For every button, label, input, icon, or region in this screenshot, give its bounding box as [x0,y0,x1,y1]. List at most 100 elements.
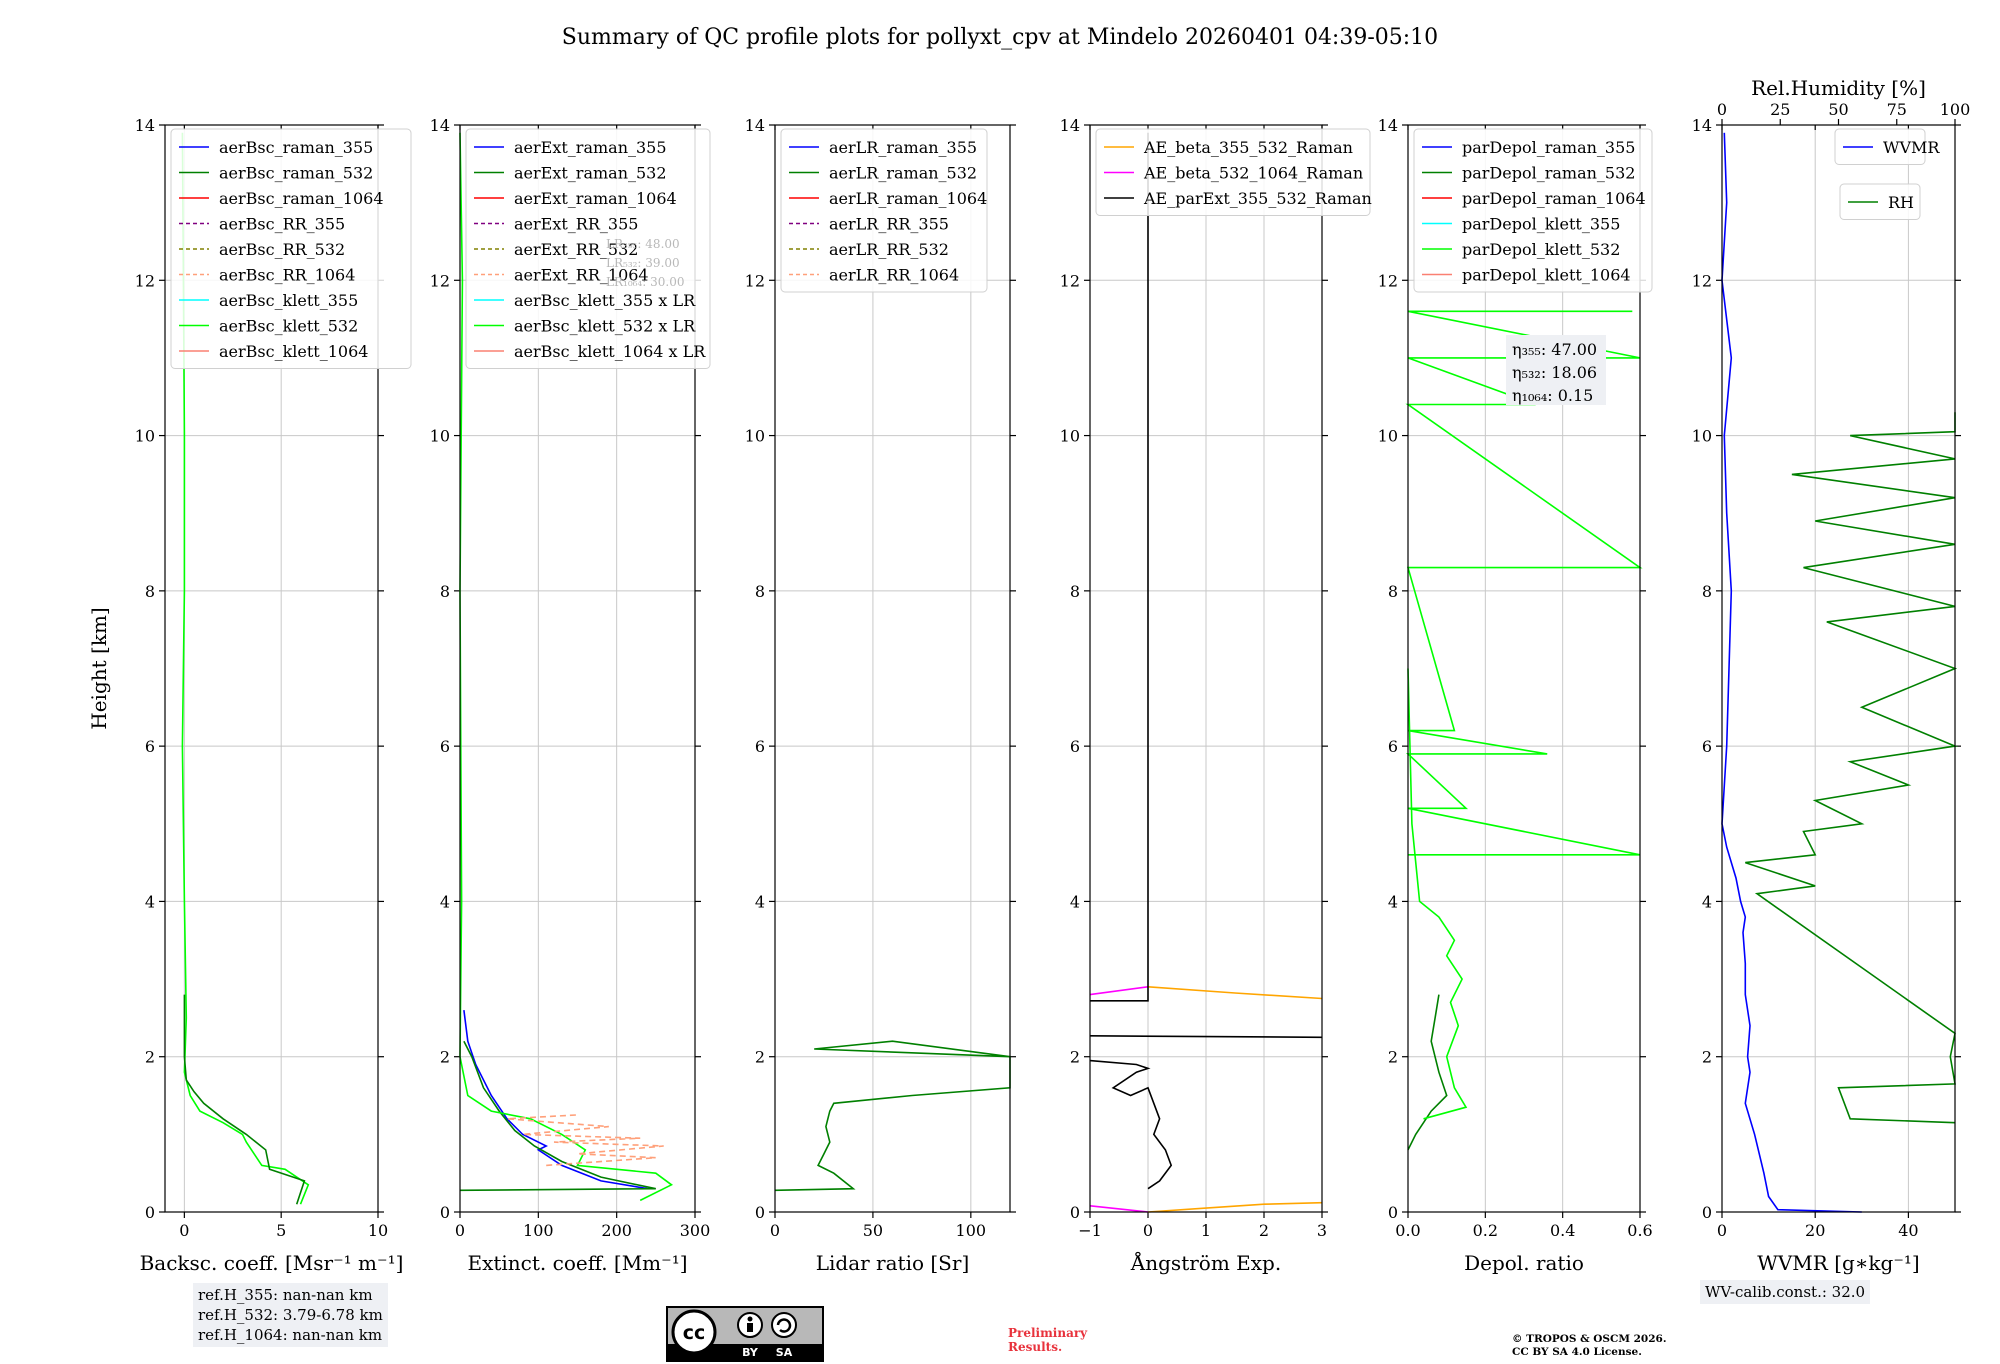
panel-bsc: 0 5 10 0 2 4 6 8 10 12 14 Backsc. coeff. [Msr⁻¹ m⁻¹… [87,116,412,1275]
legend-label: aerExt_raman_1064 [514,189,677,208]
legend-frame [465,128,711,369]
y-tick-label: 8 [145,582,155,601]
y-tick-label: 12 [1060,271,1080,290]
y-axis-title: Height [km] [87,607,111,729]
series-line-parDepol_klett_532 [1407,668,1468,1120]
y-tick-label: 0 [145,1203,155,1222]
series-line-RH [1745,412,1958,1124]
series-line-parDepol_raman_532 [1407,994,1448,1151]
series-line-AE_beta_532_1064_Raman [1089,1205,1149,1213]
series-line-aerLR_raman_532 [774,1040,1011,1192]
y-tick-label: 10 [430,427,450,446]
legend-bsc: aerBsc_raman_355 aerBsc_raman_532 aerBsc_r… [170,128,412,369]
wv-calib-box: WV-calib.const.: 32.0 [1700,1280,1871,1304]
series-group-wv [1721,132,1958,1213]
panel-lr: 0 50 100 0 2 4 6 8 10 12 14 Lidar ratio [Sr] aerLR_r… [745,116,1016,1275]
legend-lr: aerLR_raman_355 aerLR_raman_532 aerLR_rama… [780,128,988,293]
y-tick-label: 0 [440,1203,450,1222]
legend-label: parDepol_klett_532 [1462,240,1620,259]
series-line-AE_beta_532_1064_Raman_b [1089,986,1149,996]
series-group-depol [1405,310,1643,1151]
y-tick-label: 0 [1070,1203,1080,1222]
legend-frame [1413,128,1653,293]
legend-label: AE_beta_355_532_Raman [1143,138,1353,157]
legend-label: aerBsc_klett_532 x LR [514,317,696,336]
series-line-AE_parExt_355_532_Raman [1089,1059,1173,1190]
x2-axis-title: Rel.Humidity [%] [1751,76,1926,100]
y-tick-label: 2 [1702,1048,1712,1067]
panel-depol: 0.0 0.2 0.4 0.6 0 2 4 6 8 10 12 14 Depol. ratio parDe… [1378,116,1653,1275]
legend-label: aerBsc_klett_1064 x LR [514,342,706,361]
x-tick-label: 50 [863,1221,883,1240]
x-tick-label: 40 [1898,1221,1918,1240]
y-tick-label: 6 [440,737,450,756]
x-tick-label: 200 [601,1221,632,1240]
plot-frame [164,124,379,1213]
legend-label: aerExt_raman_532 [514,164,667,183]
x-tick-label: 1 [1201,1221,1211,1240]
plot-frame [1089,124,1323,1213]
preliminary-line-1: Preliminary [1008,1326,1088,1340]
series-line-aerBsc_klett_532 [181,132,310,1205]
legend-label: parDepol_klett_1064 [1462,266,1631,285]
y-axis-bsc: 0 2 4 6 8 10 12 14 [135,116,384,1222]
legend2-wv: RH [1839,183,1921,220]
x-tick-label: 0 [770,1221,780,1240]
copyright-line-2: CC BY SA 4.0 License. [1512,1346,1642,1358]
y-tick-label: 14 [1378,116,1398,135]
y-tick-label: 6 [1070,737,1080,756]
legend-label: parDepol_klett_355 [1462,215,1620,234]
preliminary-line-2: Results. [1008,1340,1063,1354]
y-tick-label: 10 [1060,427,1080,446]
y-tick-label: 8 [755,582,765,601]
y-axis-depol: 0 2 4 6 8 10 12 14 [1378,116,1646,1222]
series-line-AE_parExt_355_532_Raman_c [1090,132,1149,1002]
y-tick-label: 10 [1378,427,1398,446]
legend-label: aerBsc_raman_355 [219,138,373,157]
legend-frame [780,128,988,293]
preliminary-note: Preliminary Results. [1008,1326,1087,1354]
x-tick-label: 100 [523,1221,554,1240]
series-group-ae [1089,132,1323,1213]
legend-label: parDepol_raman_1064 [1462,189,1646,208]
y-tick-label: 4 [145,892,155,911]
legend-label: aerBsc_raman_532 [219,164,373,183]
series-line-aerExt_raman_532 [459,1040,656,1192]
lidar-ratio-label: LR₅₃₂: 39.00 [606,256,680,270]
x-axis-wv: 0 20 40 0 25 50 75 100 [1717,100,1970,1240]
x-tick-label: 0 [1717,1221,1727,1240]
legend-wv: WVMR [1834,128,1940,165]
panel-ext: 0 100 200 300 0 2 4 6 8 10 12 14 Extinct. coeff. [Mm… [430,116,711,1275]
legend-depol: parDepol_raman_355 parDepol_raman_532 parD… [1413,128,1653,293]
legend-frame [1834,128,1926,165]
legend-ae: AE_beta_355_532_Raman AE_beta_532_1064_Ra… [1095,128,1372,216]
legend-label: aerLR_RR_532 [829,240,949,259]
x-axis-title: Lidar ratio [Sr] [816,1251,970,1275]
x-tick-label: −1 [1078,1221,1102,1240]
y-tick-label: 4 [1702,892,1712,911]
y-tick-label: 4 [755,892,765,911]
y-tick-label: 10 [1692,427,1712,446]
x-tick-label: 10 [368,1221,388,1240]
y-tick-label: 2 [440,1048,450,1067]
y-tick-label: 10 [745,427,765,446]
legend-ext: aerExt_raman_355 aerExt_raman_532 aerExt_r… [465,128,711,369]
eta-box: η₃₅₅: 47.00 η₅₃₂: 18.06 η₁₀₆₄: 0.15 [1506,335,1606,405]
sa-text: SA [776,1346,793,1359]
y-tick-label: 8 [440,582,450,601]
y-tick-label: 8 [1702,582,1712,601]
plot-frame [774,124,1011,1213]
y-tick-label: 6 [145,737,155,756]
y-tick-label: 0 [755,1203,765,1222]
legend-label: aerExt_raman_355 [514,138,667,157]
legend-label: aerLR_raman_1064 [829,189,987,208]
y-tick-label: 2 [755,1048,765,1067]
x-axis-title: Depol. ratio [1464,1251,1584,1275]
y-tick-label: 6 [1388,737,1398,756]
series-line-aerBsc_raman_532 [183,994,306,1205]
y-axis-ext: 0 2 4 6 8 10 12 14 [430,116,701,1222]
x-axis-depol: 0.0 0.2 0.4 0.6 [1395,125,1653,1240]
legend-label: parDepol_raman_532 [1462,164,1635,183]
